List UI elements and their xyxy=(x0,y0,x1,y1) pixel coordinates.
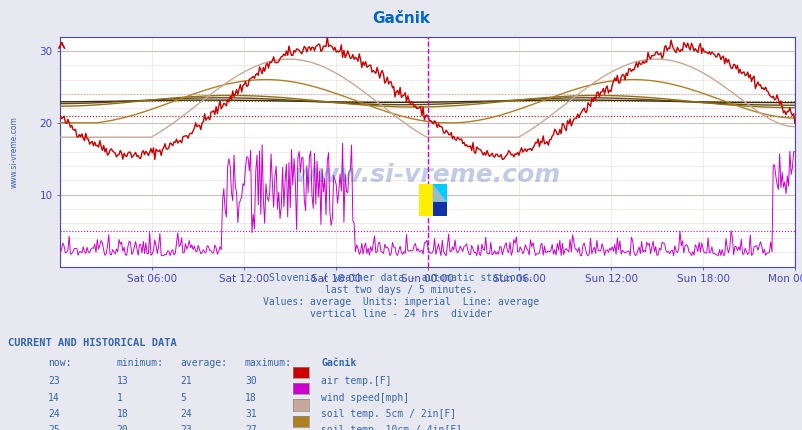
Text: CURRENT AND HISTORICAL DATA: CURRENT AND HISTORICAL DATA xyxy=(8,338,176,347)
Text: 27: 27 xyxy=(245,425,257,430)
Bar xyxy=(432,184,446,202)
Text: 21: 21 xyxy=(180,376,192,386)
Text: soil temp. 5cm / 2in[F]: soil temp. 5cm / 2in[F] xyxy=(321,409,456,419)
Text: 24: 24 xyxy=(48,409,60,419)
Text: Slovenia / weather data - automatic stations.: Slovenia / weather data - automatic stat… xyxy=(269,273,533,283)
Text: 1: 1 xyxy=(116,393,122,402)
Text: 5: 5 xyxy=(180,393,186,402)
Text: 18: 18 xyxy=(245,393,257,402)
Text: minimum:: minimum: xyxy=(116,358,164,368)
Text: 18: 18 xyxy=(116,409,128,419)
Text: Values: average  Units: imperial  Line: average: Values: average Units: imperial Line: av… xyxy=(263,297,539,307)
Bar xyxy=(419,184,432,216)
Text: www.si-vreme.com: www.si-vreme.com xyxy=(10,116,19,187)
Text: wind speed[mph]: wind speed[mph] xyxy=(321,393,409,402)
Text: 20: 20 xyxy=(116,425,128,430)
Text: www.si-vreme.com: www.si-vreme.com xyxy=(294,163,561,187)
Text: maximum:: maximum: xyxy=(245,358,292,368)
Text: 23: 23 xyxy=(48,376,60,386)
Text: 25: 25 xyxy=(48,425,60,430)
Text: vertical line - 24 hrs  divider: vertical line - 24 hrs divider xyxy=(310,309,492,319)
Text: Gačnik: Gačnik xyxy=(321,358,356,368)
Text: average:: average: xyxy=(180,358,228,368)
Text: Gačnik: Gačnik xyxy=(372,11,430,26)
Text: air temp.[F]: air temp.[F] xyxy=(321,376,391,386)
Text: 13: 13 xyxy=(116,376,128,386)
Text: soil temp. 10cm / 4in[F]: soil temp. 10cm / 4in[F] xyxy=(321,425,462,430)
Bar xyxy=(432,202,446,216)
Text: 30: 30 xyxy=(245,376,257,386)
Text: 24: 24 xyxy=(180,409,192,419)
Text: 31: 31 xyxy=(245,409,257,419)
Text: last two days / 5 minutes.: last two days / 5 minutes. xyxy=(325,285,477,295)
Text: now:: now: xyxy=(48,358,71,368)
Text: 14: 14 xyxy=(48,393,60,402)
Text: 23: 23 xyxy=(180,425,192,430)
Polygon shape xyxy=(432,184,446,202)
